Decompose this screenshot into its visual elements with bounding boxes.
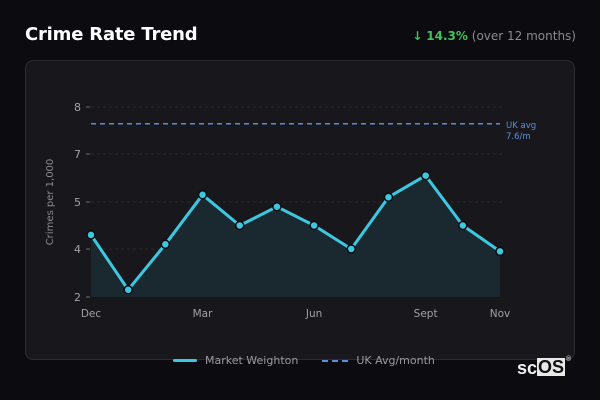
y-axis-label: Crimes per 1,000 — [45, 159, 56, 246]
delta-value: 14.3% — [426, 29, 468, 43]
legend-item-market-weighton[interactable]: Market Weighton — [173, 354, 298, 367]
data-point[interactable] — [197, 190, 208, 200]
y-tick-label: 2 — [74, 291, 81, 304]
data-point[interactable] — [234, 220, 245, 231]
y-axis: 2 4 5 7 8 — [74, 101, 90, 304]
uk-avg-annotation-line2: 7.6/m — [506, 132, 531, 142]
logo-box: OS — [537, 357, 566, 377]
legend-label: Market Weighton — [205, 354, 299, 367]
page-title: Crime Rate Trend — [25, 24, 198, 45]
delta-note: (over 12 months) — [471, 29, 576, 43]
data-point[interactable] — [86, 230, 96, 240]
data-point[interactable] — [272, 201, 282, 212]
x-tick-label: Dec — [81, 308, 102, 320]
data-point[interactable] — [383, 192, 394, 202]
uk-avg-annotation-line1: UK avg — [506, 121, 536, 131]
trend-summary: ↓ 14.3% (over 12 months) — [412, 29, 576, 43]
x-axis: Dec Mar Jun Sept Nov — [81, 308, 510, 320]
data-point[interactable] — [458, 220, 468, 231]
data-point[interactable] — [309, 220, 319, 231]
x-tick-label: Nov — [490, 308, 511, 320]
x-tick-label: Sept — [414, 308, 438, 320]
data-point[interactable] — [123, 285, 133, 295]
legend-item-uk-avg[interactable]: UK Avg/month — [322, 354, 435, 367]
series-area-fill — [91, 175, 500, 297]
solid-line-swatch-icon — [173, 359, 197, 362]
data-points — [86, 170, 505, 295]
scos-logo: sc OS ® — [517, 356, 572, 379]
y-tick-label: 8 — [74, 101, 81, 114]
down-arrow-icon: ↓ — [412, 29, 423, 43]
data-point[interactable] — [160, 239, 171, 250]
dashed-line-swatch-icon — [322, 359, 349, 362]
y-tick-label: 5 — [74, 196, 81, 209]
y-tick-label: 7 — [74, 148, 81, 161]
series-line — [89, 174, 501, 292]
chart-card — [25, 60, 575, 360]
chart-legend: Market Weighton UK Avg/month — [173, 354, 435, 367]
data-point[interactable] — [420, 170, 431, 181]
y-tick-label: 4 — [74, 243, 81, 256]
x-tick-label: Mar — [193, 308, 213, 320]
x-tick-label: Jun — [305, 308, 322, 320]
data-point[interactable] — [495, 246, 505, 257]
legend-label: UK Avg/month — [356, 354, 435, 367]
data-point[interactable] — [346, 244, 357, 254]
registered-mark: ® — [566, 356, 572, 363]
logo-prefix: sc — [517, 358, 538, 378]
